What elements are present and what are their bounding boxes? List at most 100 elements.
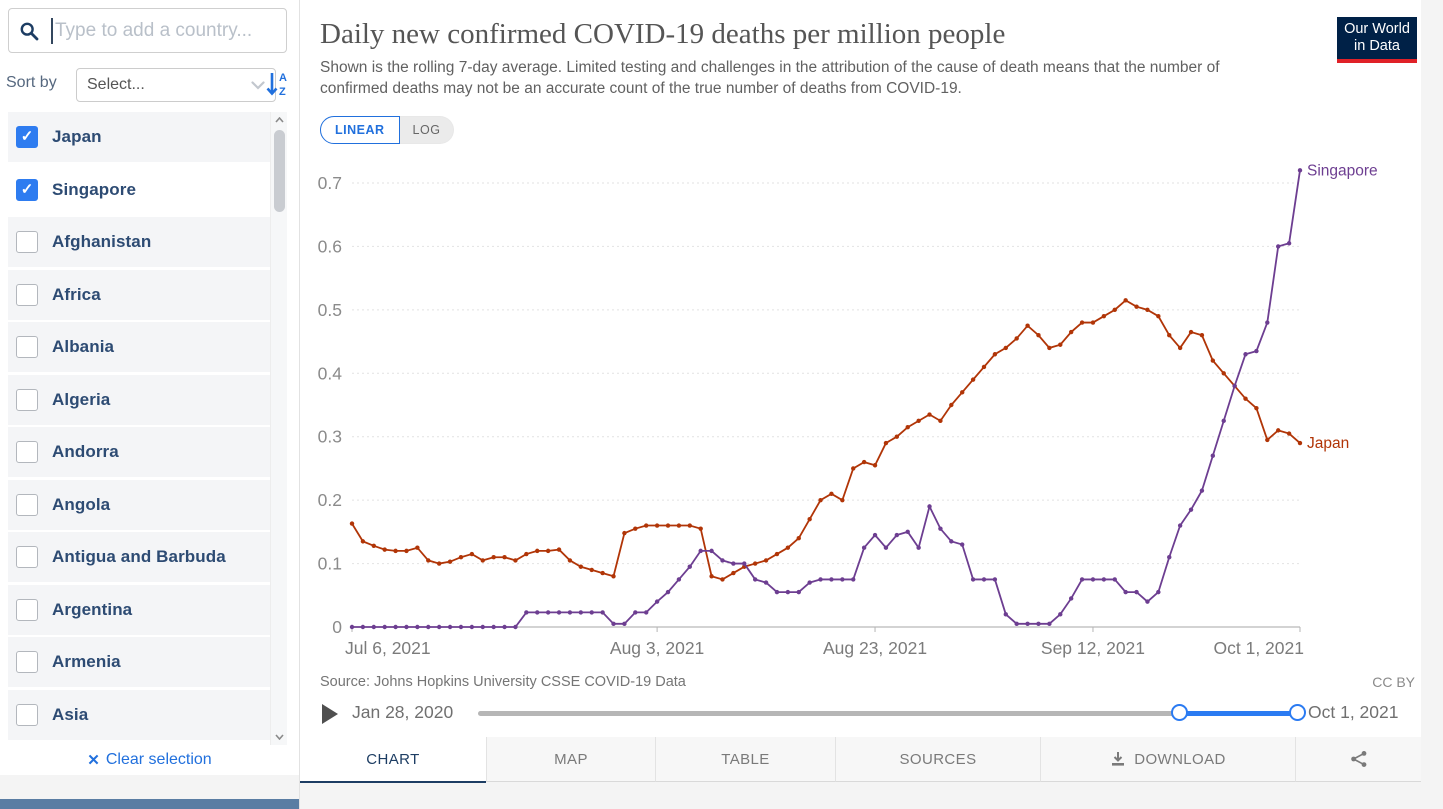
country-row-afghanistan[interactable]: Afghanistan	[8, 217, 270, 267]
chart-canvas[interactable]: 0 0.1 0.2 0.3 0.4 0.5 0.6 0.7 Jul 6, 2021 Aug 3, …	[300, 158, 1443, 668]
search-input[interactable]	[53, 19, 286, 42]
svg-text:Z: Z	[279, 86, 286, 98]
singapore-data-point	[1036, 621, 1041, 627]
page-background-right	[1421, 0, 1443, 809]
singapore-data-point	[970, 577, 976, 582]
singapore-data-point	[535, 610, 540, 615]
timeline-slider-track[interactable]	[478, 711, 1298, 716]
singapore-data-point	[393, 624, 398, 630]
owid-logo[interactable]: Our World in Data	[1337, 17, 1417, 63]
singapore-data-point	[654, 599, 660, 604]
tab-chart-label: CHART	[366, 750, 420, 768]
japan-data-point	[633, 526, 638, 531]
country-label: Andorra	[52, 442, 119, 461]
singapore-data-point	[1265, 320, 1270, 325]
japan-data-point	[1003, 345, 1008, 351]
tab-download[interactable]: DOWNLOAD	[1040, 737, 1295, 782]
timeline-end-date[interactable]: Oct 1, 2021	[1308, 702, 1399, 722]
tab-chart[interactable]: CHART	[300, 737, 486, 783]
singapore-data-point	[1134, 589, 1139, 595]
japan-data-point	[556, 547, 562, 552]
sort-select[interactable]: Select...	[76, 68, 276, 102]
japan-line[interactable]	[351, 299, 1301, 581]
checkbox-checked-icon[interactable]: ✓	[16, 178, 38, 201]
timeline-handle-start[interactable]	[1171, 704, 1188, 721]
country-list[interactable]: ✓ Japan ✓ Singapore Afghanistan Africa Albania…	[0, 112, 270, 745]
chevron-up-icon[interactable]	[271, 112, 288, 128]
japan-data-point	[426, 558, 431, 563]
singapore-data-point	[938, 526, 943, 531]
singapore-data-point	[600, 610, 605, 615]
japan-data-point	[447, 559, 453, 564]
license-label[interactable]: CC BY	[1372, 674, 1415, 690]
japan-data-point	[1123, 298, 1128, 303]
country-row-argentina[interactable]: Argentina	[8, 584, 270, 635]
checkbox-unchecked-icon[interactable]	[16, 493, 38, 516]
country-row-angola[interactable]: Angola	[8, 479, 270, 530]
country-search-box[interactable]	[8, 8, 287, 53]
tab-table[interactable]: TABLE	[655, 737, 835, 782]
checkbox-unchecked-icon[interactable]	[16, 546, 38, 568]
country-row-africa[interactable]: Africa	[8, 269, 270, 320]
clear-selection-label: Clear selection	[105, 751, 212, 768]
country-row-andorra[interactable]: Andorra	[8, 427, 270, 477]
singapore-data-point	[567, 610, 573, 615]
singapore-data-point	[480, 624, 485, 630]
japan-data-point	[665, 523, 671, 528]
linear-scale-button[interactable]: LINEAR	[320, 116, 400, 144]
japan-data-point	[502, 555, 507, 560]
checkbox-unchecked-icon[interactable]	[16, 231, 38, 253]
checkbox-unchecked-icon[interactable]	[16, 283, 38, 306]
clear-selection-button[interactable]: ✕ Clear selection	[0, 745, 299, 775]
timeline-start-date[interactable]: Jan 28, 2020	[352, 702, 454, 722]
country-row-singapore[interactable]: ✓ Singapore	[8, 164, 270, 215]
x-axis-tick-label: Jul 6, 2021	[345, 638, 431, 658]
japan-data-point	[720, 577, 725, 582]
japan-data-point	[1014, 336, 1019, 341]
country-list-scrollbar[interactable]	[270, 112, 287, 745]
japan-data-point	[709, 574, 714, 579]
country-row-antigua-and-barbuda[interactable]: Antigua and Barbuda	[8, 532, 270, 582]
singapore-data-point	[404, 624, 409, 630]
source-attribution[interactable]: Source: Johns Hopkins University CSSE CO…	[320, 674, 686, 690]
checkbox-unchecked-icon[interactable]	[16, 598, 38, 621]
chevron-down-icon[interactable]	[271, 729, 288, 745]
singapore-data-point	[687, 564, 692, 569]
singapore-data-point	[774, 589, 780, 595]
singapore-data-point	[469, 624, 475, 630]
checkbox-unchecked-icon[interactable]	[16, 651, 38, 673]
scrollbar-thumb[interactable]	[274, 130, 285, 212]
checkbox-unchecked-icon[interactable]	[16, 388, 38, 411]
search-icon	[20, 22, 39, 40]
tab-share[interactable]	[1295, 737, 1421, 782]
checkbox-unchecked-icon[interactable]	[16, 336, 38, 358]
country-row-japan[interactable]: ✓ Japan	[8, 112, 270, 162]
singapore-data-point	[1003, 612, 1008, 617]
japan-data-point	[1177, 345, 1183, 351]
tab-sources[interactable]: SOURCES	[835, 737, 1040, 782]
country-row-albania[interactable]: Albania	[8, 322, 270, 372]
checkbox-checked-icon[interactable]: ✓	[16, 126, 38, 148]
japan-data-point	[491, 555, 496, 560]
sort-alpha-descending-icon[interactable]: A Z	[266, 70, 290, 98]
log-scale-button[interactable]: LOG	[399, 116, 455, 144]
timeline-handle-end[interactable]	[1289, 704, 1306, 721]
japan-data-point	[949, 402, 954, 408]
country-row-armenia[interactable]: Armenia	[8, 637, 270, 687]
timeline-slider-active-range[interactable]	[1180, 711, 1298, 716]
sort-select-value: Select...	[87, 76, 145, 93]
tab-map[interactable]: MAP	[486, 737, 655, 782]
checkbox-unchecked-icon[interactable]	[16, 703, 38, 726]
japan-data-point	[992, 352, 998, 357]
japan-data-point	[371, 543, 376, 549]
y-axis-tick-label: 0.1	[318, 554, 342, 574]
singapore-series-label: Singapore	[1307, 162, 1378, 179]
play-icon[interactable]	[322, 704, 338, 724]
japan-data-point	[1286, 431, 1292, 436]
japan-data-point	[415, 545, 420, 550]
checkbox-unchecked-icon[interactable]	[16, 441, 38, 463]
country-row-algeria[interactable]: Algeria	[8, 374, 270, 425]
singapore-data-point	[698, 548, 703, 554]
singapore-line[interactable]	[352, 170, 1301, 628]
country-row-asia[interactable]: Asia	[8, 689, 270, 740]
